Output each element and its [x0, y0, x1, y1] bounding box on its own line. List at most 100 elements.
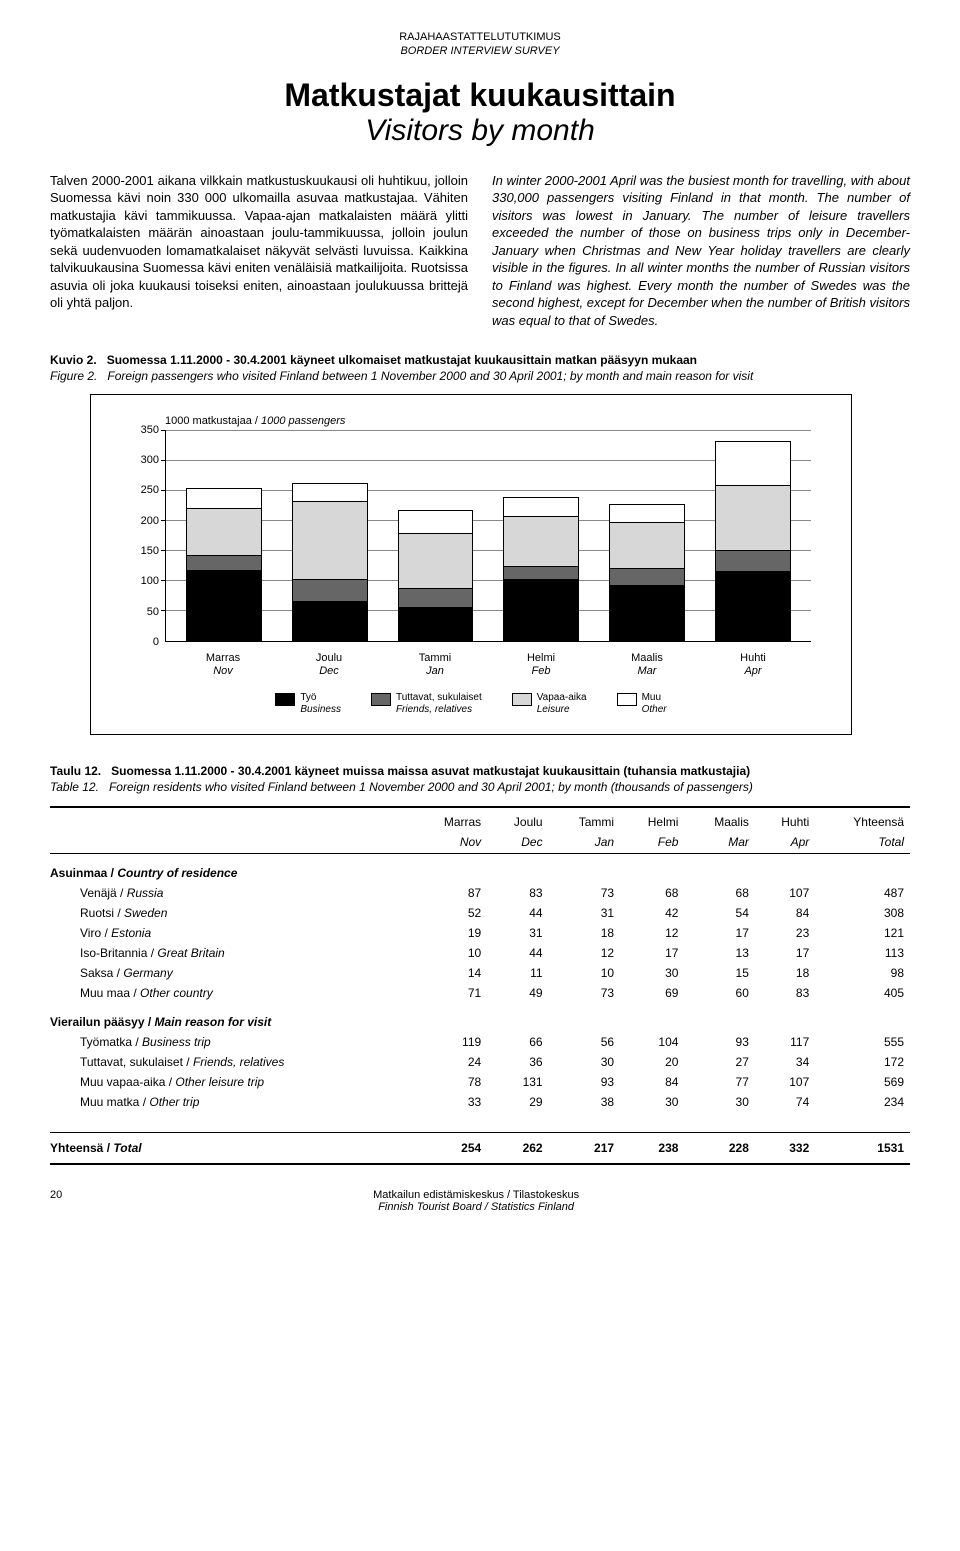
y-tick-label: 100: [141, 575, 159, 587]
table-row: Muu matka / Other trip332938303074234: [50, 1092, 910, 1112]
chart-legend: TyöBusiness Tuttavat, sukulaisetFriends, …: [131, 692, 811, 716]
x-label: JouluDec: [291, 652, 367, 678]
table-row: Muu maa / Other country714973696083405: [50, 983, 910, 1003]
body-columns: Talven 2000-2001 aikana vilkkain matkust…: [50, 172, 910, 330]
chart-bar: [186, 488, 262, 641]
y-tick-label: 300: [141, 454, 159, 466]
bar-segment-leisure: [399, 533, 473, 589]
bar-segment-leisure: [610, 522, 684, 568]
table-prefix-en: Table 12.: [50, 780, 99, 794]
bar-segment-other: [716, 442, 790, 486]
x-label: HuhtiApr: [715, 652, 791, 678]
bar-segment-friends: [399, 588, 473, 607]
table-row: Venäjä / Russia8783736868107487: [50, 883, 910, 903]
page-footer: 20 Matkailun edistämiskeskus / Tilastoke…: [50, 1189, 910, 1213]
bar-segment-other: [610, 505, 684, 523]
chart-y-title: 1000 matkustajaa / 1000 passengers: [165, 415, 811, 427]
y-tick-label: 50: [147, 606, 159, 618]
bar-segment-other: [187, 489, 261, 508]
table-row: Ruotsi / Sweden524431425484308: [50, 903, 910, 923]
bar-segment-friends: [293, 579, 367, 601]
table-row: Työmatka / Business trip1196656104931175…: [50, 1032, 910, 1052]
table-text-fi: Suomessa 1.11.2000 - 30.4.2001 käyneet m…: [111, 764, 750, 778]
y-tick: [161, 550, 166, 551]
bar-segment-other: [504, 498, 578, 516]
legend-label: Tuttavat, sukulaisetFriends, relatives: [396, 692, 482, 716]
legend-label: Vapaa-aikaLeisure: [537, 692, 587, 716]
bar-segment-other: [399, 511, 473, 533]
figure-prefix-fi: Kuvio 2.: [50, 353, 97, 367]
legend-item-business: TyöBusiness: [275, 692, 341, 716]
y-tick: [161, 520, 166, 521]
figure-prefix-en: Figure 2.: [50, 369, 97, 383]
table-row: Tuttavat, sukulaiset / Friends, relative…: [50, 1052, 910, 1072]
y-tick: [161, 460, 166, 461]
legend-swatch: [617, 693, 637, 706]
bar-segment-business: [504, 579, 578, 641]
bar-segment-business: [610, 585, 684, 641]
table-caption: Taulu 12. Suomessa 1.11.2000 - 30.4.2001…: [50, 763, 910, 795]
bar-segment-friends: [716, 550, 790, 571]
y-tick: [161, 610, 166, 611]
bar-segment-business: [293, 601, 367, 641]
legend-swatch: [371, 693, 391, 706]
chart-bar: [292, 483, 368, 641]
figure-caption: Kuvio 2. Suomessa 1.11.2000 - 30.4.2001 …: [50, 352, 910, 384]
running-header: RAJAHAASTATTELUTUTKIMUS BORDER INTERVIEW…: [50, 30, 910, 59]
header-line1: RAJAHAASTATTELUTUTKIMUS: [50, 30, 910, 44]
data-table: MarrasJouluTammiHelmiMaalisHuhtiYhteensä…: [50, 812, 910, 1165]
chart-container: 1000 matkustajaa / 1000 passengers 350 30…: [90, 394, 852, 735]
chart-y-axis: 350300250200150100500: [131, 424, 165, 648]
table-row: Saksa / Germany14111030151898: [50, 963, 910, 983]
bar-segment-leisure: [716, 485, 790, 549]
legend-label: MuuOther: [642, 692, 667, 716]
figure-text-fi: Suomessa 1.11.2000 - 30.4.2001 käyneet u…: [107, 353, 697, 367]
table-text-en: Foreign residents who visited Finland be…: [109, 780, 753, 794]
chart-bar: [609, 504, 685, 641]
title-en: Visitors by month: [50, 114, 910, 148]
chart-bar: [503, 497, 579, 641]
legend-item-friends: Tuttavat, sukulaisetFriends, relatives: [371, 692, 482, 716]
table-row: Muu vapaa-aika / Other leisure trip78131…: [50, 1072, 910, 1092]
y-tick-label: 0: [153, 636, 159, 648]
bar-segment-leisure: [187, 508, 261, 555]
x-label: MarrasNov: [185, 652, 261, 678]
bar-segment-leisure: [293, 501, 367, 579]
x-label: MaalisMar: [609, 652, 685, 678]
bar-segment-business: [187, 570, 261, 641]
footer-fi: Matkailun edistämiskeskus / Tilastokesku…: [373, 1189, 579, 1201]
legend-swatch: [512, 693, 532, 706]
table-row: Viro / Estonia193118121723121: [50, 923, 910, 943]
footer-en: Finnish Tourist Board / Statistics Finla…: [378, 1201, 574, 1213]
gridline: [166, 430, 811, 431]
table-prefix-fi: Taulu 12.: [50, 764, 101, 778]
bar-segment-other: [293, 484, 367, 501]
bar-segment-friends: [610, 568, 684, 585]
figure-text-en: Foreign passengers who visited Finland b…: [107, 369, 753, 383]
bar-segment-business: [399, 607, 473, 641]
y-tick-label: 350: [141, 424, 159, 436]
y-tick-label: 150: [141, 545, 159, 557]
y-tick: [161, 580, 166, 581]
x-label: HelmiFeb: [503, 652, 579, 678]
paragraph-en: In winter 2000-2001 April was the busies…: [492, 172, 910, 330]
legend-label: TyöBusiness: [300, 692, 341, 716]
legend-item-other: MuuOther: [617, 692, 667, 716]
bar-segment-business: [716, 571, 790, 641]
y-tick: [161, 430, 166, 431]
legend-item-leisure: Vapaa-aikaLeisure: [512, 692, 587, 716]
page-number: 20: [50, 1189, 62, 1213]
bar-segment-leisure: [504, 516, 578, 566]
chart-bar: [715, 441, 791, 641]
y-tick-label: 200: [141, 515, 159, 527]
x-label: TammiJan: [397, 652, 473, 678]
table-top-rule: [50, 806, 910, 808]
header-line2: BORDER INTERVIEW SURVEY: [50, 44, 910, 58]
chart-bar: [398, 510, 474, 641]
bar-segment-friends: [504, 566, 578, 579]
table-row: Iso-Britannia / Great Britain10441217131…: [50, 943, 910, 963]
y-tick: [161, 490, 166, 491]
bar-segment-friends: [187, 555, 261, 570]
paragraph-fi: Talven 2000-2001 aikana vilkkain matkust…: [50, 172, 468, 330]
title-fi: Matkustajat kuukausittain: [50, 77, 910, 114]
